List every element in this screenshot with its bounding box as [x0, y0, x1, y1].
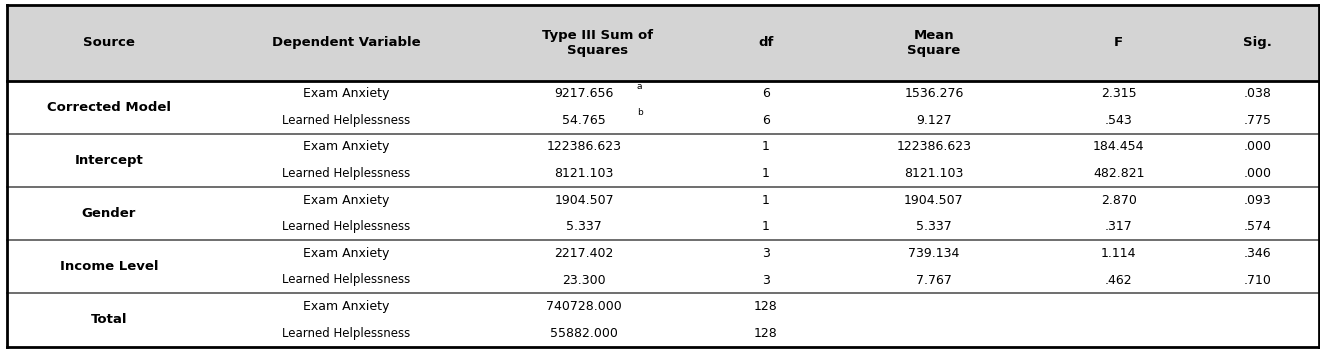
- Text: .543: .543: [1105, 114, 1133, 127]
- Text: 1: 1: [762, 167, 770, 180]
- Text: .000: .000: [1243, 140, 1271, 154]
- Text: .038: .038: [1243, 87, 1271, 100]
- Text: Learned Helplessness: Learned Helplessness: [282, 167, 411, 180]
- Text: 8121.103: 8121.103: [554, 167, 614, 180]
- Text: 128: 128: [754, 327, 777, 340]
- Text: Corrected Model: Corrected Model: [48, 100, 170, 114]
- Text: Learned Helplessness: Learned Helplessness: [282, 220, 411, 233]
- Text: Learned Helplessness: Learned Helplessness: [282, 114, 411, 127]
- Text: df: df: [758, 36, 774, 49]
- Text: Learned Helplessness: Learned Helplessness: [282, 273, 411, 287]
- Text: Source: Source: [83, 36, 135, 49]
- Text: .775: .775: [1243, 114, 1271, 127]
- Text: .574: .574: [1243, 220, 1271, 233]
- Text: .093: .093: [1243, 194, 1271, 207]
- Text: .710: .710: [1243, 273, 1271, 287]
- Text: 122386.623: 122386.623: [546, 140, 622, 154]
- Text: Type III Sum of
Squares: Type III Sum of Squares: [541, 29, 653, 57]
- Text: 128: 128: [754, 300, 777, 313]
- Text: 2.315: 2.315: [1101, 87, 1137, 100]
- Text: Dependent Variable: Dependent Variable: [272, 36, 421, 49]
- Text: 1904.507: 1904.507: [554, 194, 614, 207]
- Text: 1: 1: [762, 140, 770, 154]
- Text: 482.821: 482.821: [1093, 167, 1144, 180]
- Text: 1536.276: 1536.276: [904, 87, 964, 100]
- Text: 1904.507: 1904.507: [904, 194, 964, 207]
- Text: 739.134: 739.134: [908, 247, 960, 260]
- Text: 184.454: 184.454: [1093, 140, 1144, 154]
- Text: 3: 3: [762, 247, 770, 260]
- Text: b: b: [638, 108, 643, 117]
- Text: 5.337: 5.337: [566, 220, 602, 233]
- Text: 7.767: 7.767: [916, 273, 952, 287]
- Text: Gender: Gender: [82, 207, 136, 220]
- Text: 1: 1: [762, 194, 770, 207]
- Text: 55882.000: 55882.000: [550, 327, 618, 340]
- Text: Mean
Square: Mean Square: [907, 29, 961, 57]
- Text: 9.127: 9.127: [916, 114, 952, 127]
- Text: Exam Anxiety: Exam Anxiety: [304, 300, 389, 313]
- Text: 2217.402: 2217.402: [554, 247, 614, 260]
- Text: 23.300: 23.300: [562, 273, 606, 287]
- Text: 8121.103: 8121.103: [904, 167, 964, 180]
- Text: 1: 1: [762, 220, 770, 233]
- Text: .000: .000: [1243, 167, 1271, 180]
- Text: 122386.623: 122386.623: [896, 140, 972, 154]
- Text: Sig.: Sig.: [1243, 36, 1271, 49]
- Text: Total: Total: [91, 313, 127, 327]
- Text: 6: 6: [762, 114, 770, 127]
- Text: Income Level: Income Level: [59, 260, 158, 273]
- Text: Exam Anxiety: Exam Anxiety: [304, 194, 389, 207]
- Text: .317: .317: [1105, 220, 1133, 233]
- Text: a: a: [638, 82, 643, 91]
- Text: 2.870: 2.870: [1101, 194, 1137, 207]
- Text: .462: .462: [1105, 273, 1133, 287]
- Text: 9217.656: 9217.656: [554, 87, 614, 100]
- Text: 5.337: 5.337: [916, 220, 952, 233]
- Text: 1.114: 1.114: [1101, 247, 1137, 260]
- Text: Exam Anxiety: Exam Anxiety: [304, 140, 389, 154]
- Text: F: F: [1114, 36, 1123, 49]
- Text: Learned Helplessness: Learned Helplessness: [282, 327, 411, 340]
- Text: 3: 3: [762, 273, 770, 287]
- Text: .346: .346: [1243, 247, 1271, 260]
- Text: Exam Anxiety: Exam Anxiety: [304, 87, 389, 100]
- Bar: [7, 5, 1319, 81]
- Text: Exam Anxiety: Exam Anxiety: [304, 247, 389, 260]
- Text: Intercept: Intercept: [74, 154, 144, 167]
- Text: 54.765: 54.765: [562, 114, 606, 127]
- Text: 6: 6: [762, 87, 770, 100]
- Text: 740728.000: 740728.000: [546, 300, 622, 313]
